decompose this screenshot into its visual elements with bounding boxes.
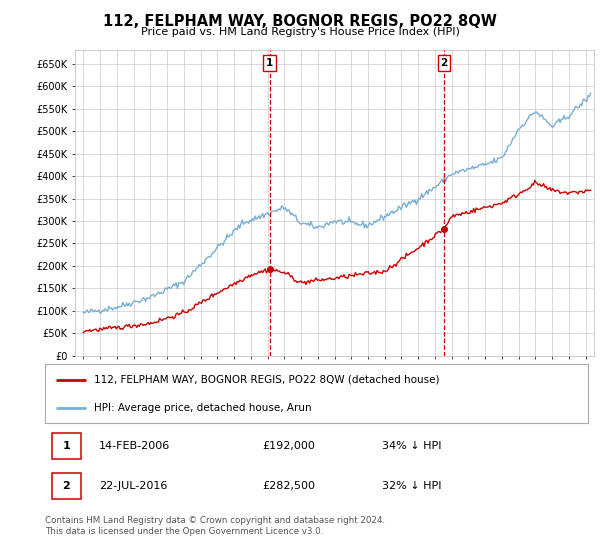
Text: Contains HM Land Registry data © Crown copyright and database right 2024.
This d: Contains HM Land Registry data © Crown c… xyxy=(45,516,385,536)
Text: 22-JUL-2016: 22-JUL-2016 xyxy=(100,482,167,491)
Text: 1: 1 xyxy=(266,58,273,68)
Text: 112, FELPHAM WAY, BOGNOR REGIS, PO22 8QW (detached house): 112, FELPHAM WAY, BOGNOR REGIS, PO22 8QW… xyxy=(94,375,439,385)
Text: 34% ↓ HPI: 34% ↓ HPI xyxy=(382,441,441,451)
FancyBboxPatch shape xyxy=(52,473,82,500)
Text: HPI: Average price, detached house, Arun: HPI: Average price, detached house, Arun xyxy=(94,403,311,413)
Text: 14-FEB-2006: 14-FEB-2006 xyxy=(100,441,170,451)
Text: 2: 2 xyxy=(440,58,448,68)
Text: 112, FELPHAM WAY, BOGNOR REGIS, PO22 8QW: 112, FELPHAM WAY, BOGNOR REGIS, PO22 8QW xyxy=(103,14,497,29)
Text: 2: 2 xyxy=(62,482,70,491)
Text: £282,500: £282,500 xyxy=(262,482,315,491)
Text: £192,000: £192,000 xyxy=(262,441,315,451)
Text: 1: 1 xyxy=(62,441,70,451)
Text: Price paid vs. HM Land Registry's House Price Index (HPI): Price paid vs. HM Land Registry's House … xyxy=(140,27,460,37)
Text: 32% ↓ HPI: 32% ↓ HPI xyxy=(382,482,441,491)
FancyBboxPatch shape xyxy=(52,432,82,459)
